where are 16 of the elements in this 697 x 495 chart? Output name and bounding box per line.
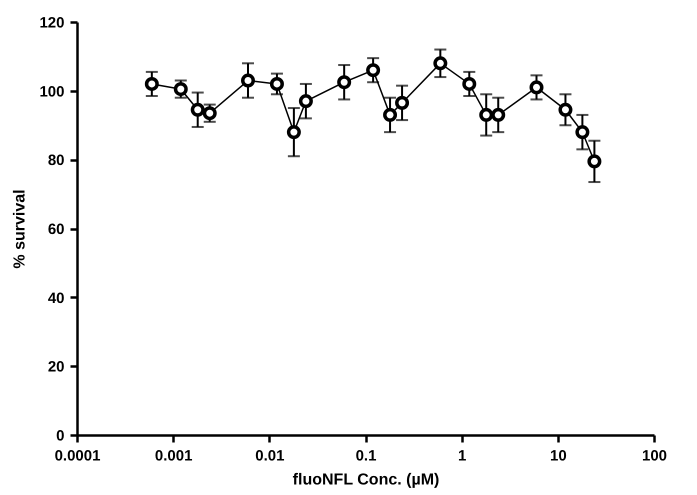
x-tick-label: 0.0001 xyxy=(54,448,100,464)
x-tick-label: 10 xyxy=(550,448,567,464)
y-axis-title: % survival xyxy=(11,189,28,269)
x-tick-label: 0.001 xyxy=(154,448,192,464)
y-tick-label: 80 xyxy=(48,152,64,170)
y-tick-label: 0 xyxy=(56,428,64,444)
x-tick-label: 1 xyxy=(458,448,466,464)
x-tick-label: 0.01 xyxy=(255,448,284,464)
y-tick-label: 40 xyxy=(48,290,64,307)
y-tick-label: 100 xyxy=(39,83,64,100)
x-tick-label: 100 xyxy=(642,448,668,464)
x-tick-label: 0.1 xyxy=(356,448,376,464)
y-tick-label: 60 xyxy=(48,221,64,238)
y-tick-label: 120 xyxy=(39,14,64,32)
y-tick-label: 20 xyxy=(48,358,64,376)
x-axis-title: fluoNFL Conc. (µM) xyxy=(292,472,440,488)
